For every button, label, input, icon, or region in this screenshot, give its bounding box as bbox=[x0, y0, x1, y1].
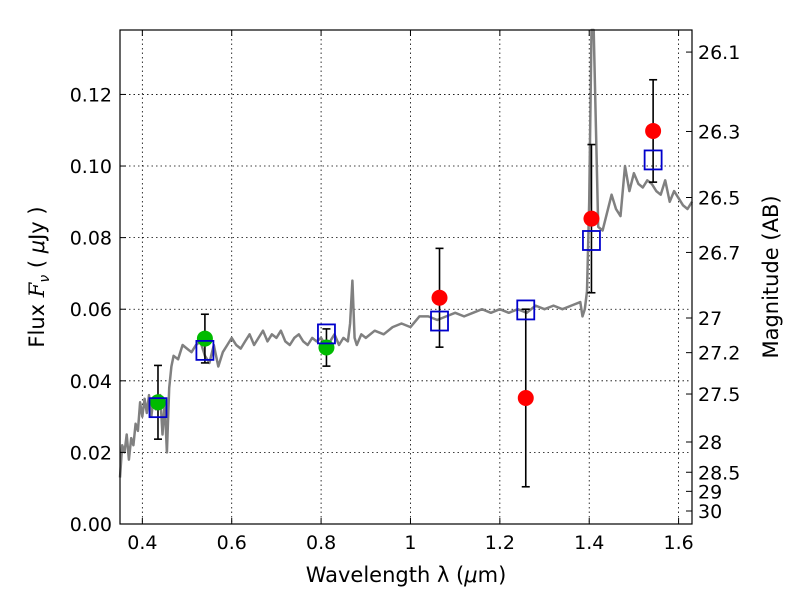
x-tick-label: 0.8 bbox=[306, 532, 336, 554]
x-tick-label: 0.6 bbox=[217, 532, 247, 554]
grid-lines bbox=[120, 30, 692, 525]
photometry-point bbox=[645, 122, 662, 139]
data-markers bbox=[148, 122, 663, 419]
photometry-point bbox=[196, 330, 213, 347]
x-tick-label: 1.4 bbox=[574, 532, 604, 554]
model-photometry-marker bbox=[430, 310, 449, 332]
mag-tick-label: 27.5 bbox=[698, 384, 740, 406]
model-photometry-marker bbox=[195, 339, 215, 361]
photometry-point bbox=[517, 389, 534, 406]
model-photometry-marker bbox=[317, 323, 336, 345]
mag-tick-label: 30 bbox=[698, 501, 722, 523]
mag-tick-label: 29 bbox=[698, 481, 722, 503]
photometry-point bbox=[583, 210, 600, 227]
plot-frame bbox=[119, 29, 693, 525]
axis-ticks: 0.4 0.6 0.8 1 1.2 1.4 1.6 0.00 0.02 0.04 0.06 0.08 0… bbox=[70, 30, 740, 554]
spectrum-line bbox=[118, 28, 694, 478]
y-tick-label: 0.08 bbox=[70, 228, 112, 250]
model-photometry-marker bbox=[148, 397, 168, 419]
mag-tick-label: 26.7 bbox=[698, 242, 740, 264]
x-axis-label: Wavelength λ (μm) bbox=[306, 563, 507, 587]
x-tick-label: 1.6 bbox=[663, 532, 693, 554]
model-photometry-marker bbox=[582, 230, 601, 251]
photometry-point bbox=[149, 394, 166, 411]
photometry-point bbox=[431, 289, 448, 306]
x-tick-label: 0.4 bbox=[127, 532, 157, 554]
y2-axis-label: Magnitude (AB) bbox=[759, 195, 783, 358]
y-tick-label: 0.12 bbox=[70, 84, 112, 106]
mag-tick-label: 26.5 bbox=[698, 188, 740, 210]
y-tick-label: 0.00 bbox=[70, 514, 112, 536]
model-photometry-marker bbox=[516, 299, 536, 321]
y-tick-label: 0.02 bbox=[70, 442, 112, 464]
mag-tick-label: 27 bbox=[698, 308, 722, 330]
y-tick-label: 0.06 bbox=[70, 299, 112, 321]
x-tick-label: 1 bbox=[404, 532, 416, 554]
y-axis-label: Flux Fν ( μJy ) bbox=[25, 206, 53, 347]
model-spectrum bbox=[118, 28, 694, 478]
mag-tick-label: 26.1 bbox=[698, 42, 740, 64]
mag-tick-label: 27.2 bbox=[698, 343, 740, 365]
y-tick-label: 0.10 bbox=[70, 156, 112, 178]
y-tick-label: 0.04 bbox=[70, 371, 112, 393]
mag-tick-label: 28.5 bbox=[698, 462, 740, 484]
mag-tick-label: 28 bbox=[698, 432, 722, 454]
photometry-point bbox=[318, 339, 335, 356]
mag-tick-label: 26.3 bbox=[698, 121, 740, 143]
model-photometry-marker bbox=[643, 149, 663, 171]
x-tick-label: 1.2 bbox=[485, 532, 515, 554]
error-bars bbox=[153, 78, 658, 488]
